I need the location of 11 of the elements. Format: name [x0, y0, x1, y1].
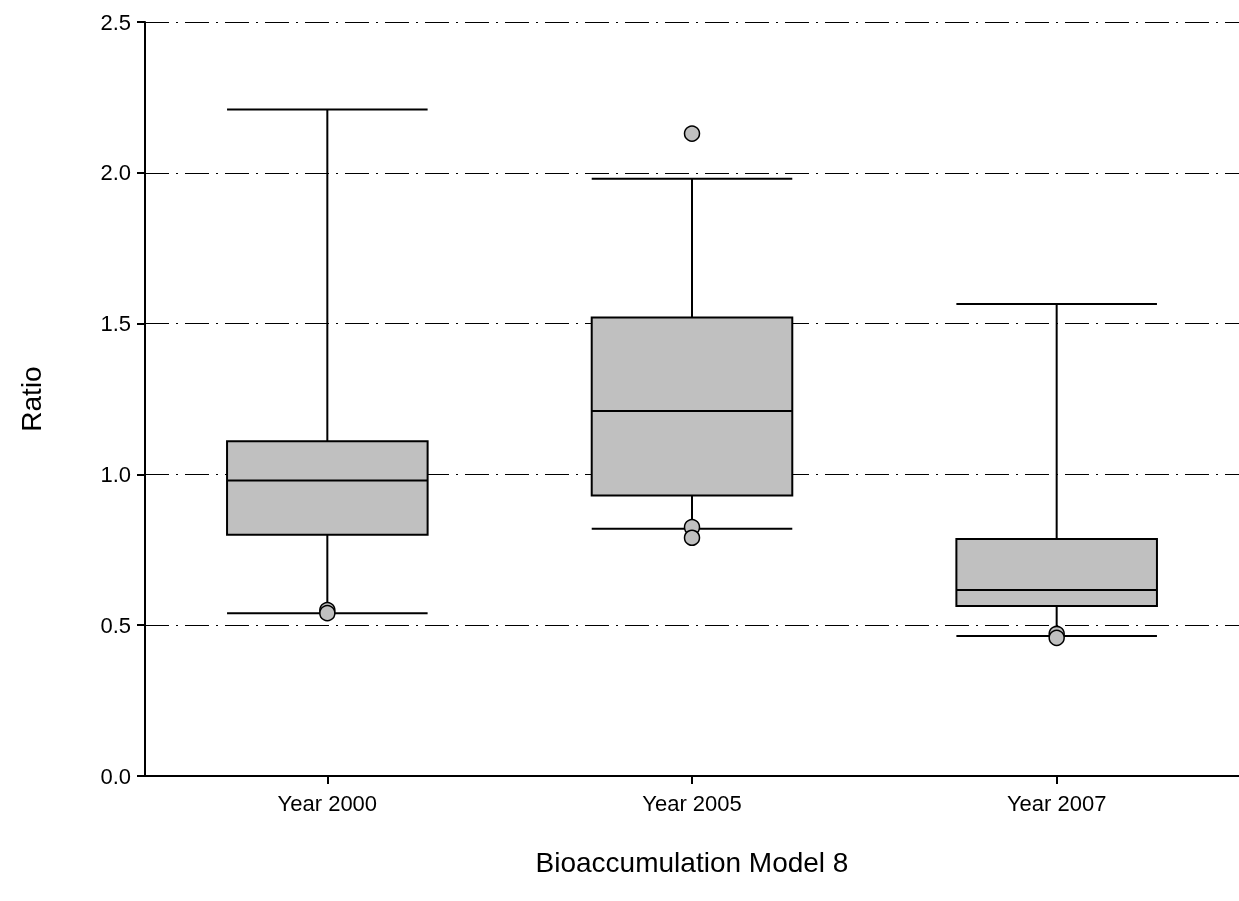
y-tick-label: 1.0 — [100, 461, 131, 487]
x-tick-label: Year 2000 — [277, 790, 378, 816]
x-tick-label: Year 2005 — [642, 790, 742, 816]
y-tick-label: 2.5 — [100, 9, 131, 35]
y-tick-label: 2.0 — [100, 160, 131, 186]
x-axis-title: Bioaccumulation Model 8 — [535, 846, 849, 878]
y-tick-label: 1.5 — [100, 311, 131, 337]
x-tick-label: Year 2007 — [1006, 790, 1107, 816]
y-axis-title: Ratio — [15, 366, 47, 432]
y-tick-label: 0.0 — [100, 763, 131, 789]
y-tick-label: 0.5 — [100, 612, 131, 638]
